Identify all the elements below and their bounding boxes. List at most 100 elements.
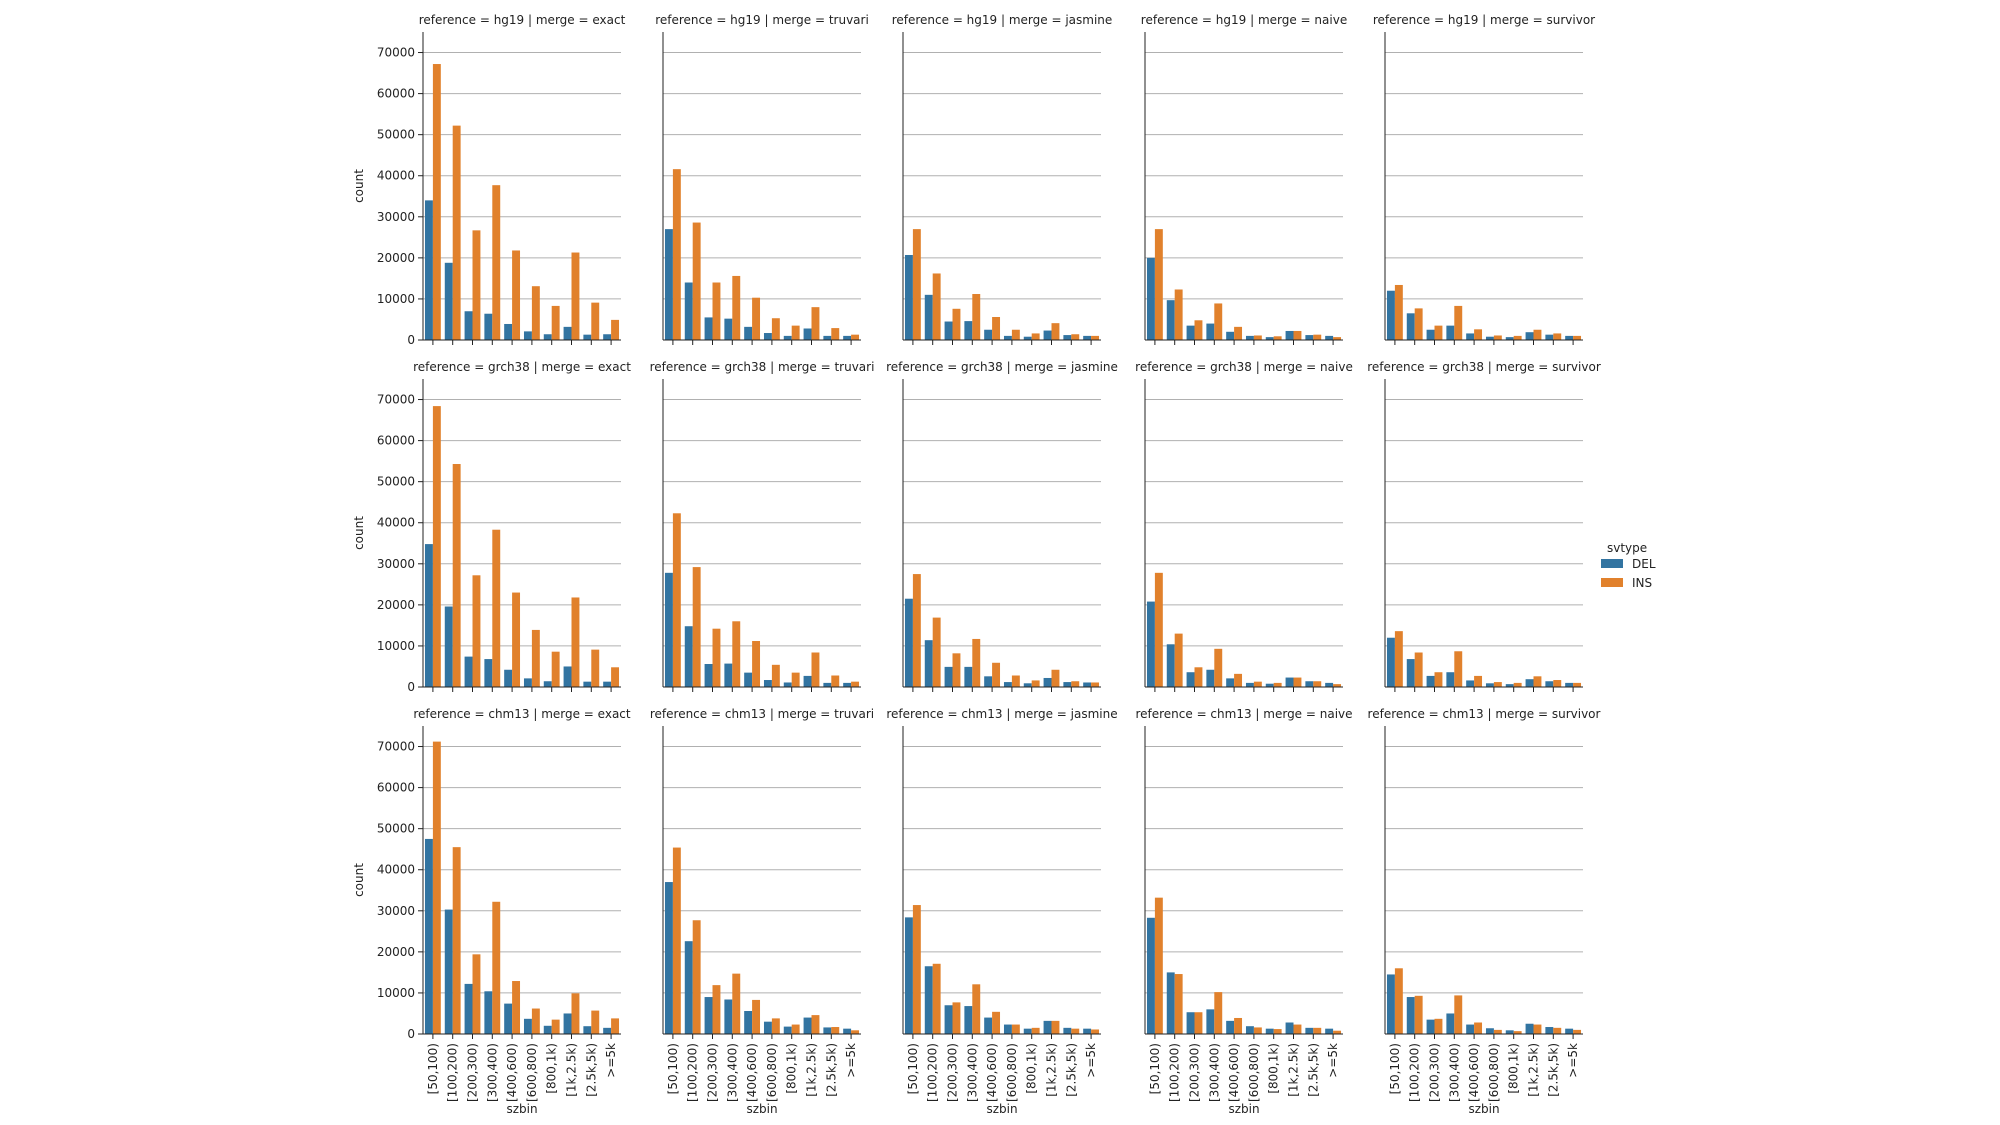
bar-del (1305, 335, 1314, 340)
bar-ins (571, 993, 580, 1034)
bar-ins (1454, 305, 1463, 340)
bar-del (1166, 972, 1175, 1034)
bar-del (1245, 682, 1254, 687)
bar-ins (1154, 897, 1163, 1034)
x-axis-label: szbin (1228, 1102, 1259, 1116)
x-tick-label: [800,1k) (545, 1043, 559, 1094)
bar-ins (1493, 335, 1502, 340)
y-axis-label: count (352, 863, 366, 897)
panel-title: reference = hg19 | merge = truvari (655, 13, 869, 27)
bar-del (484, 659, 493, 687)
bar-del (843, 682, 852, 687)
bar-del (1446, 672, 1455, 687)
x-tick-label: [1k,2.5k) (1045, 1043, 1059, 1097)
panel-title: reference = hg19 | merge = jasmine (892, 13, 1113, 27)
bar-ins (771, 664, 780, 687)
bar-ins (992, 1011, 1001, 1034)
x-tick-label: [2.5k,5k) (584, 1043, 598, 1097)
bar-ins (1214, 648, 1223, 687)
bar-del (1545, 681, 1554, 687)
bar-del (504, 1003, 513, 1034)
bar-del (563, 326, 572, 340)
bar-del (1426, 329, 1435, 340)
bar-del (763, 333, 772, 340)
bar-del (783, 1026, 792, 1034)
bar-ins (912, 905, 921, 1034)
bar-ins (1333, 337, 1342, 340)
bar-ins (851, 334, 860, 340)
bar-del (783, 335, 792, 340)
y-tick-label: 20000 (377, 251, 415, 265)
bar-ins (512, 592, 521, 687)
x-tick-label: [400,600) (745, 1043, 759, 1102)
bar-ins (712, 628, 721, 687)
bar-del (1166, 644, 1175, 687)
x-tick-label: [1k,2.5k) (565, 1043, 579, 1097)
bar-del (1003, 1024, 1012, 1034)
x-tick-label: [400,600) (1467, 1043, 1481, 1102)
bar-del (583, 334, 592, 340)
bar-del (684, 626, 693, 687)
bar-ins (752, 999, 761, 1034)
bar-del (944, 1005, 953, 1034)
bar-ins (1051, 669, 1060, 687)
bar-del (1265, 1028, 1274, 1034)
bar-del (924, 294, 933, 340)
bar-ins (831, 675, 840, 687)
bar-ins (531, 286, 540, 340)
bar-del (523, 331, 532, 340)
panel-title: reference = grch38 | merge = survivor (1367, 360, 1601, 374)
bar-ins (1313, 681, 1322, 687)
bar-ins (591, 302, 600, 340)
bar-ins (1234, 1017, 1243, 1034)
bar-del (1265, 683, 1274, 687)
bar-ins (1414, 308, 1423, 340)
bar-del (1466, 1024, 1475, 1034)
bar-del (1063, 1027, 1072, 1034)
bar-del (1386, 974, 1395, 1034)
x-axis-label: szbin (986, 1102, 1017, 1116)
bar-del (684, 282, 693, 340)
bar-del (424, 544, 433, 687)
bar-del (904, 254, 913, 340)
bar-ins (1533, 329, 1542, 340)
bar-ins (672, 513, 681, 687)
bar-del (1226, 1020, 1235, 1034)
bar-ins (831, 1027, 840, 1034)
bar-del (1285, 677, 1294, 687)
bar-del (424, 200, 433, 340)
panel: reference = hg19 | merge = truvari (655, 13, 869, 345)
bar-ins (452, 125, 461, 340)
bar-ins (811, 1015, 820, 1034)
y-tick-label: 40000 (377, 863, 415, 877)
bar-ins (1174, 289, 1183, 340)
x-tick-label: [600,800) (765, 1043, 779, 1102)
bar-ins (571, 252, 580, 340)
bar-ins (1194, 1012, 1203, 1034)
bar-ins (1091, 682, 1100, 687)
bar-ins (851, 1030, 860, 1034)
bar-del (964, 666, 973, 687)
x-tick-label: [50,100) (426, 1043, 440, 1094)
bar-ins (1071, 681, 1080, 687)
bar-del (664, 882, 673, 1034)
bar-ins (591, 1010, 600, 1034)
bar-ins (472, 954, 481, 1034)
bar-del (543, 681, 552, 687)
bar-del (523, 1018, 532, 1034)
bar-ins (1273, 1029, 1282, 1034)
x-tick-label: [1k,2.5k) (805, 1043, 819, 1097)
x-tick-label: [400,600) (985, 1043, 999, 1102)
bar-del (1206, 1009, 1215, 1034)
x-tick-label: >=5k (1326, 1043, 1340, 1078)
legend-label-del: DEL (1632, 557, 1656, 571)
bar-ins (791, 672, 800, 687)
bar-ins (611, 1018, 620, 1034)
bar-del (1166, 300, 1175, 340)
panel: reference = hg19 | merge = jasmine (892, 13, 1113, 345)
bar-del (964, 1006, 973, 1034)
bar-del (603, 1027, 612, 1034)
panel-title: reference = grch38 | merge = naive (1135, 360, 1353, 374)
bar-ins (452, 847, 461, 1034)
x-tick-label: [600,800) (1487, 1043, 1501, 1102)
